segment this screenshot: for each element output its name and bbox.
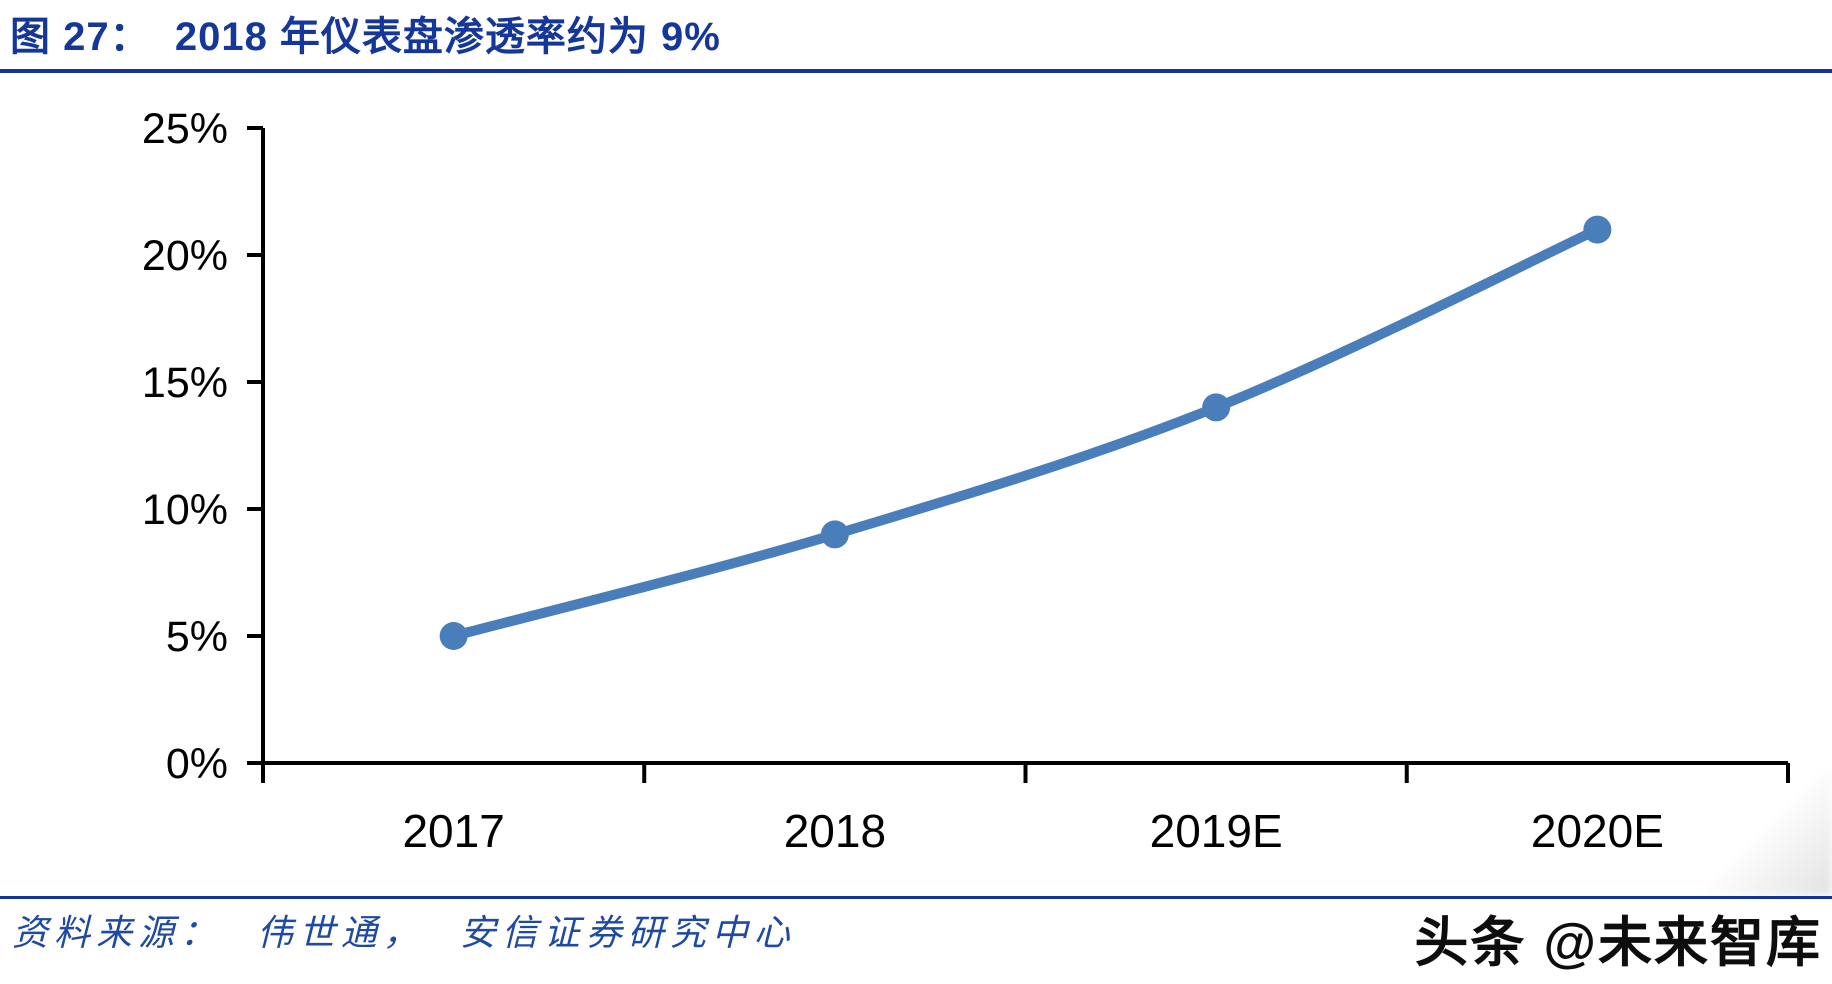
y-tick-label: 0% xyxy=(166,740,228,788)
data-point-marker-2020E xyxy=(1583,215,1612,244)
figure-title: 图 27： 2018 年仪表盘渗透率约为 9% xyxy=(10,15,721,59)
data-point-marker-2019E xyxy=(1202,393,1231,422)
x-category-label: 2020E xyxy=(1531,805,1664,857)
x-category-label: 2018 xyxy=(784,805,886,857)
data-line xyxy=(448,224,1603,641)
y-tick-label: 15% xyxy=(142,359,228,407)
title-rule xyxy=(0,69,1832,73)
y-tick-label: 20% xyxy=(142,232,228,280)
footer-rule xyxy=(0,896,1832,899)
corner-shade xyxy=(1702,770,1832,895)
data-point-marker-2018 xyxy=(820,520,849,549)
x-category-label: 2019E xyxy=(1150,805,1283,857)
y-tick-label: 10% xyxy=(142,486,228,534)
y-tick-label: 5% xyxy=(166,613,228,661)
watermark: 头条 @未来智库 xyxy=(1414,913,1822,973)
source-note: 资料来源： 伟世通， 安信证券研究中心 xyxy=(12,913,796,954)
data-point-marker-2017 xyxy=(439,622,468,650)
x-category-label: 2017 xyxy=(402,805,504,857)
y-tick-label: 25% xyxy=(142,105,228,153)
